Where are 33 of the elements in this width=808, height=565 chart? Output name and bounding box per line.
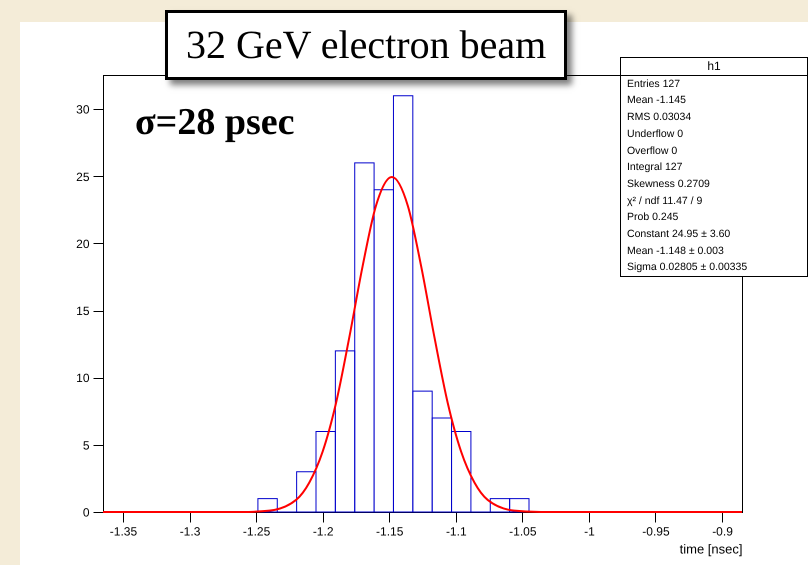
annotation: σ=28 psec: [135, 100, 294, 144]
annotation: Skewness 0.2709: [626, 176, 711, 192]
x-tick-label: -0.95: [642, 524, 670, 538]
annotation: RMS 0.03034: [626, 110, 692, 126]
annotation: Sigma 0.02805 ± 0.00335: [626, 260, 748, 276]
x-tick-label: -1.1: [446, 524, 467, 538]
x-tick-label: -1.35: [110, 524, 138, 538]
x-tick-label: -1.25: [242, 524, 271, 538]
annotation: Mean -1.148 ± 0.003: [626, 244, 725, 259]
annotation: χ² / ndf 11.47 / 9: [626, 194, 704, 209]
y-tick-label: 10: [76, 371, 90, 386]
x-tick-label: -1.2: [312, 524, 334, 538]
annotation: Prob 0.245: [626, 210, 680, 226]
x-tick-label: -1: [584, 524, 596, 538]
y-tick-label: 20: [76, 236, 90, 251]
x-tick-label: -1.3: [180, 524, 201, 538]
annotation: Mean -1.145: [626, 93, 687, 108]
y-tick-label: 25: [76, 170, 90, 184]
chart-title: 32 GeV electron beam: [165, 10, 568, 80]
annotation: Entries 127: [626, 76, 682, 92]
text: h1: [707, 59, 721, 73]
y-tick-label: 15: [76, 304, 90, 318]
x-axis-title: time [nsec]: [680, 542, 742, 556]
x-tick-label: -1.05: [509, 524, 537, 538]
y-tick-label: 0: [82, 506, 90, 520]
y-tick-label: 5: [82, 438, 90, 452]
x-tick-label: -0.9: [712, 524, 734, 538]
annotation: Constant 24.95 ± 3.60: [626, 227, 732, 242]
annotation: Overflow 0: [626, 144, 678, 159]
x-tick-label: -1.15: [376, 524, 404, 538]
y-tick-label: 30: [76, 102, 90, 117]
annotation: Integral 127: [626, 160, 684, 176]
annotation: Underflow 0: [626, 126, 684, 142]
